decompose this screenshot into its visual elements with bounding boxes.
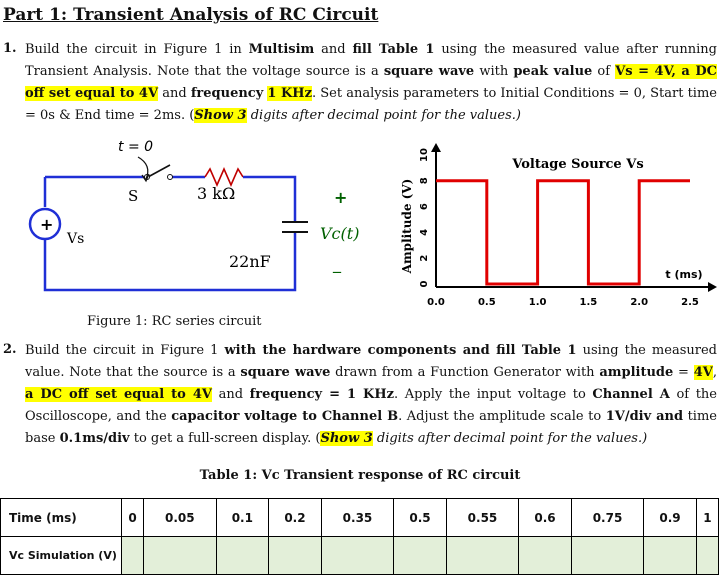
item1-paragraph: Build the circuit in Figure 1 in Multisi… — [25, 42, 717, 123]
cap-minus-sign: _ — [332, 254, 342, 274]
simulation-input-cell[interactable] — [518, 536, 572, 575]
simulation-input-cell[interactable] — [120, 536, 145, 575]
table-row: Time (ms) 0 0.05 0.1 0.2 0.35 0.5 0.55 0.6 0.75 0… — [0, 498, 720, 537]
item1-number: 1. — [3, 41, 17, 56]
cap-voltage-label: Vc(t) — [320, 224, 359, 243]
voltage-source-chart: 0.0 0.5 1.0 1.5 2.0 2.5 0 2 4 6 8 10 Voltage Source… — [400, 143, 717, 308]
time-cell: 0.55 — [445, 498, 520, 537]
chart-y-tick-label: 0 — [419, 280, 430, 287]
time-cell: 0.9 — [643, 498, 697, 537]
time-cell: 0.5 — [393, 498, 447, 537]
capacitor-label: 22nF — [229, 252, 271, 271]
chart-y-axis-label: Amplitude (V) — [400, 179, 414, 275]
simulation-input-cell[interactable] — [320, 536, 395, 575]
chart-title: Voltage Source Vs — [511, 157, 643, 172]
chart-x-tick-label: 0.0 — [427, 297, 445, 308]
table-caption: Table 1: Vc Transient response of RC cir… — [199, 468, 521, 483]
simulation-row-label: Vc Simulation (V) — [9, 549, 117, 562]
chart-series-line-vs — [436, 179, 690, 286]
source-plus-sign: + — [40, 215, 53, 234]
simulation-input-cell[interactable] — [215, 536, 270, 575]
chart-y-tick-label: 2 — [419, 255, 430, 262]
chart-y-axis-arrow — [431, 143, 441, 152]
time-cell: 0.75 — [570, 498, 645, 537]
chart-x-axis-arrow — [708, 282, 717, 292]
chart-x-tick-label: 1.5 — [580, 297, 598, 308]
time-cell: 0.2 — [268, 498, 322, 537]
simulation-input-cell[interactable] — [393, 536, 447, 575]
chart-x-tick-label: 2.0 — [630, 297, 648, 308]
item2-paragraph: Build the circuit in Figure 1 with the h… — [25, 343, 717, 446]
source-label: Vs — [66, 231, 84, 247]
chart-x-tick-label: 0.5 — [478, 297, 496, 308]
switch-time-label: t = 0 — [118, 139, 153, 155]
simulation-input-cell[interactable] — [445, 536, 520, 575]
simulation-input-cell[interactable] — [143, 536, 217, 575]
simulation-input-cell[interactable] — [570, 536, 645, 575]
cap-plus-sign: + — [334, 188, 347, 207]
time-cell: 0.1 — [215, 498, 270, 537]
time-cell: 0.6 — [518, 498, 572, 537]
chart-x-tick-label: 2.5 — [681, 297, 699, 308]
item2-number: 2. — [3, 342, 17, 357]
time-row-label: Time (ms) — [9, 510, 77, 525]
figure-caption: Figure 1: RC series circuit — [87, 314, 262, 329]
resistor-label: 3 kΩ — [197, 184, 235, 203]
chart-y-tick-label: 6 — [419, 203, 430, 210]
time-cell: 0.35 — [320, 498, 395, 537]
rc-circuit-diagram: t = 0 S 3 kΩ + Vs 22nF + Vc(t) _ — [28, 139, 359, 292]
chart-y-tick-label: 4 — [419, 229, 430, 236]
transient-response-table: Time (ms) 0 0.05 0.1 0.2 0.35 0.5 0.55 0.6 0.75 0… — [0, 498, 720, 575]
simulation-input-cell[interactable] — [268, 536, 322, 575]
time-cell: 1 — [695, 498, 720, 537]
switch-label: S — [128, 187, 138, 205]
table-row: Vc Simulation (V) — [0, 536, 720, 575]
chart-y-tick-label: 10 — [419, 148, 430, 162]
time-cell: 0 — [120, 498, 145, 537]
time-cell: 0.05 — [143, 498, 217, 537]
simulation-input-cell[interactable] — [695, 536, 720, 575]
page-title: Part 1: Transient Analysis of RC Circuit — [3, 5, 379, 25]
chart-x-tick-label: 1.0 — [529, 297, 547, 308]
chart-x-axis-label: t (ms) — [665, 268, 702, 281]
simulation-input-cell[interactable] — [643, 536, 697, 575]
chart-y-tick-label: 8 — [419, 177, 430, 184]
